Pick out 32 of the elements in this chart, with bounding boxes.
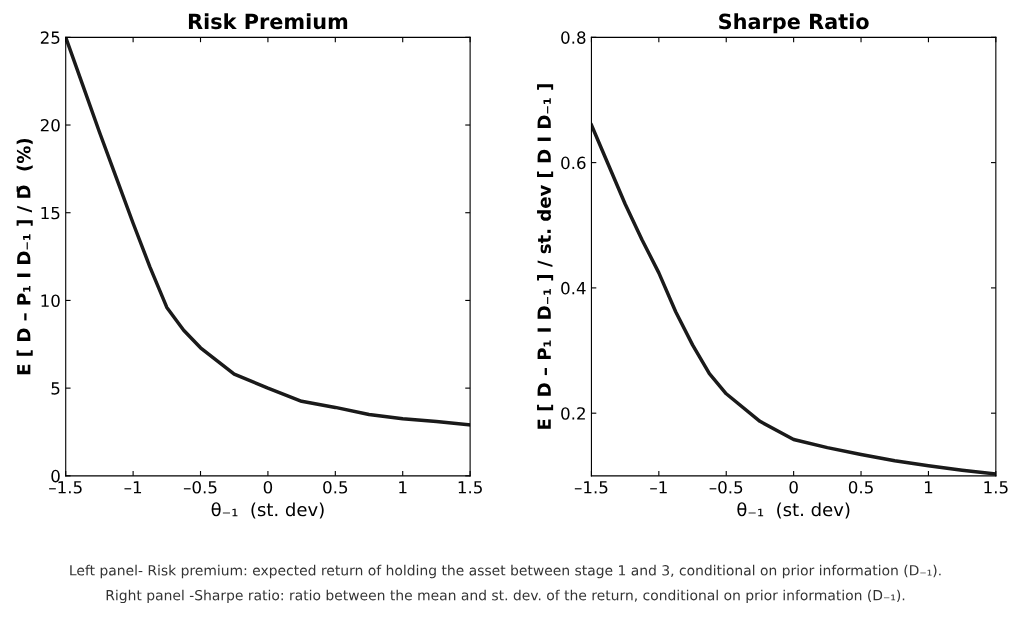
x-tick-label: 0 [789, 480, 798, 494]
x-tick-label: 1.5 [458, 481, 482, 494]
x-tick-label: 0 [263, 480, 273, 494]
x-tick-label: –0.5 [183, 480, 217, 494]
x-tick-label: 0.5 [848, 480, 873, 494]
x-tick-label: 1 [924, 481, 933, 494]
x-axis-title: θ₋₁ (st. dev) [211, 502, 324, 519]
x-tick-label: –1.5 [574, 481, 608, 494]
x-tick-label: 1 [399, 481, 407, 494]
y-tick-label: 0.4 [561, 281, 586, 295]
chart-title: Sharpe Ratio [719, 13, 869, 34]
y-tick-label: 25 [40, 31, 60, 44]
x-tick-label: 0.5 [323, 480, 348, 494]
x-tick-label: 1.5 [984, 481, 1008, 494]
y-axis-title: E [ D – P₁ I D₋₁ ] / st. dev [ D I D₋₁ ] [537, 84, 554, 429]
x-tick-label: –1.5 [49, 481, 82, 494]
y-tick-label: 10 [41, 294, 60, 307]
x-tick-label: –1 [650, 481, 667, 494]
x-tick-label: –1 [124, 481, 142, 494]
y-tick-label: 5 [51, 382, 60, 395]
x-axis-title: θ₋₁ (st. dev) [737, 502, 850, 519]
chart-title: Risk Premium [188, 13, 348, 30]
y-tick-label: 0.6 [561, 156, 586, 170]
y-tick-label: 0 [51, 469, 60, 483]
y-tick-label: 0.2 [561, 407, 585, 420]
y-axis-title: E [ D – P₁ I D₋₁ ] / D̄ (%) [16, 138, 33, 375]
y-tick-label: 20 [40, 118, 60, 132]
y-tick-label: 0.8 [561, 31, 586, 44]
text: Right panel -Sharpe ratio: ratio between the mean and st. dev. of the return, conditional on prior information (D₋₁). [106, 589, 905, 604]
x-tick-label: –0.5 [709, 480, 743, 494]
y-tick-label: 15 [41, 206, 60, 220]
text: Left panel- Risk premium: expected return of holding the asset between stage 1 and 3, conditional on prior information (D₋₁). [70, 564, 941, 579]
